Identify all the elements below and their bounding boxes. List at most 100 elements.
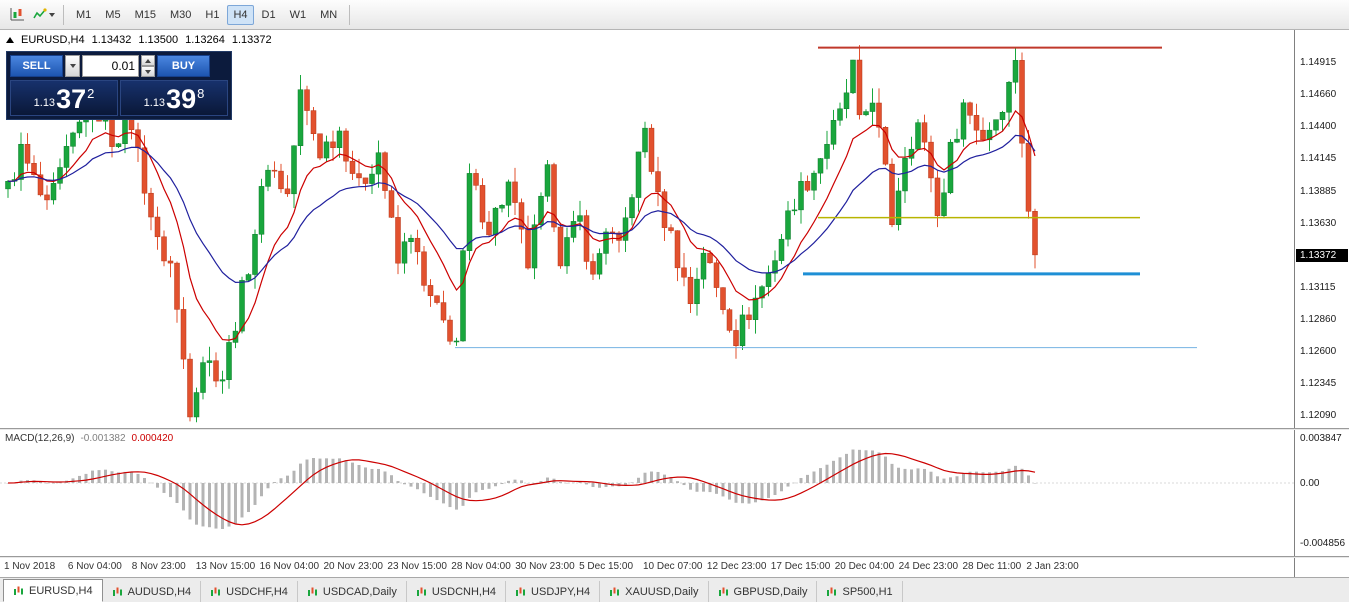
lot-options-caret[interactable] — [65, 55, 80, 77]
macd-axis-label: 0.00 — [1300, 478, 1320, 489]
price-axis-label: 1.14915 — [1300, 57, 1337, 68]
time-axis-label: 16 Nov 04:00 — [259, 561, 320, 572]
price-axis-label: 1.13885 — [1300, 185, 1337, 197]
price-chart-surface[interactable]: EURUSD,H4 1.13432 1.13500 1.13264 1.1337… — [0, 30, 1294, 428]
time-axis-label: 20 Nov 23:00 — [323, 561, 384, 572]
chart-splitter[interactable] — [0, 428, 1349, 430]
sell-price-pipette: 2 — [87, 86, 95, 101]
time-axis-label: 28 Dec 11:00 — [962, 561, 1022, 572]
chart-tab-usdcad[interactable]: USDCAD,Daily — [298, 581, 407, 602]
indicators-dropdown-button[interactable] — [31, 4, 57, 26]
timeframe-button-m30[interactable]: M30 — [169, 8, 192, 21]
tab-label: GBPUSD,Daily — [733, 585, 808, 598]
chart-tab-usdchf[interactable]: USDCHF,H4 — [201, 581, 298, 602]
chevron-down-icon — [49, 12, 55, 17]
toolbar: M1 M5 M15 M30 H1 H4 D1 W1 MN — [0, 0, 1349, 30]
time-axis-label: 28 Nov 04:00 — [451, 561, 511, 572]
sell-price-prefix: 1.13 — [33, 97, 56, 109]
lot-increment-button[interactable] — [141, 55, 155, 66]
price-axis-label: 1.12600 — [1300, 346, 1337, 358]
ohlc-close: 1.13372 — [231, 34, 272, 46]
timeframe-button-m15[interactable]: M15 — [134, 8, 156, 21]
chart-tab-usdcnh[interactable]: USDCNH,H4 — [407, 581, 507, 602]
chart-tab-eurusd[interactable]: EURUSD,H4 — [3, 579, 103, 602]
chart-type-button[interactable] — [4, 4, 30, 26]
tab-label: SP500,H1 — [842, 585, 893, 598]
tab-label: USDCNH,H4 — [431, 585, 497, 598]
time-axis[interactable]: 1 Nov 2018 6 Nov 04:00 8 Nov 23:00 13 Nov 1… — [0, 558, 1294, 577]
time-axis-label: 5 Dec 15:00 — [579, 561, 634, 572]
tab-label: XAUUSD,Daily — [625, 585, 699, 598]
lot-decrement-button[interactable] — [141, 66, 155, 77]
lot-size-input[interactable] — [82, 55, 139, 77]
macd-axis-label: 0.003847 — [1300, 433, 1342, 444]
mini-chart-icon — [718, 587, 728, 596]
macd-label: MACD(12,26,9) -0.001382 0.000420 — [5, 433, 173, 444]
time-axis-label: 13 Nov 15:00 — [195, 561, 256, 572]
chart-tab-audusd[interactable]: AUDUSD,H4 — [103, 581, 202, 602]
time-axis-label: 24 Dec 23:00 — [898, 561, 959, 572]
mini-chart-icon — [14, 586, 23, 595]
time-axis-label: 10 Dec 07:00 — [643, 561, 703, 572]
chevron-down-icon — [69, 64, 76, 68]
time-axis-label: 12 Dec 23:00 — [706, 561, 767, 572]
arrow-up-icon — [145, 58, 151, 63]
chart-tab-sp500[interactable]: SP500,H1 — [817, 581, 903, 602]
tab-label: USDJPY,H4 — [531, 585, 591, 598]
current-price-badge: 1.13372 — [1296, 248, 1348, 262]
ohlc-open: 1.13432 — [91, 34, 132, 46]
buy-price-prefix: 1.13 — [143, 97, 166, 109]
mini-chart-icon — [416, 587, 426, 596]
time-axis-label: 2 Jan 23:00 — [1026, 561, 1079, 572]
tab-label: EURUSD,H4 — [29, 584, 93, 597]
chart-tab-gbpusd[interactable]: GBPUSD,Daily — [709, 581, 818, 602]
time-axis-label: 20 Dec 04:00 — [834, 561, 895, 572]
time-axis-label: 30 Nov 23:00 — [515, 561, 575, 572]
buy-price-display[interactable]: 1.13 39 8 — [120, 80, 228, 116]
timeframe-button-d1[interactable]: D1 — [261, 8, 276, 21]
timeframe-button-m1[interactable]: M1 — [76, 8, 92, 21]
time-axis-label: 6 Nov 04:00 — [67, 561, 122, 572]
toolbar-separator — [63, 4, 64, 25]
mini-chart-icon — [112, 587, 122, 596]
timeframe-button-h1[interactable]: H1 — [205, 8, 220, 21]
sell-price-main: 37 — [56, 84, 87, 114]
candlestick-chart[interactable] — [0, 30, 1294, 428]
macd-name: MACD(12,26,9) — [5, 433, 75, 444]
timeframe-button-mn[interactable]: MN — [320, 8, 338, 21]
price-axis-label: 1.14400 — [1300, 121, 1337, 133]
symbol-marker-icon — [6, 37, 14, 43]
macd-chart — [0, 449, 1294, 529]
ohlc-high: 1.13500 — [138, 34, 179, 46]
chart-tab-xauusd[interactable]: XAUUSD,Daily — [600, 581, 709, 602]
macd-indicator-surface[interactable]: MACD(12,26,9) -0.001382 0.000420 — [0, 430, 1294, 556]
buy-button[interactable]: BUY — [157, 55, 210, 77]
price-axis-label: 1.14145 — [1300, 153, 1337, 165]
chart-tab-usdjpy[interactable]: USDJPY,H4 — [506, 581, 601, 602]
price-axis[interactable]: 1.13372 1.14915 1.14660 1.14400 1.14145 1.13… — [1294, 30, 1349, 577]
symbol-name: EURUSD,H4 — [21, 34, 85, 46]
sell-button[interactable]: SELL — [10, 55, 63, 77]
timeframe-button-m5[interactable]: M5 — [105, 8, 121, 21]
timeframe-bar: M1 M5 M15 M30 H1 H4 D1 W1 MN — [69, 4, 344, 25]
chart-tab-bar: EURUSD,H4 AUDUSD,H4 USDCHF,H4 USDCAD,Daily U… — [0, 577, 1349, 602]
timeframe-button-w1[interactable]: W1 — [289, 8, 307, 21]
time-axis-label: 8 Nov 23:00 — [131, 561, 186, 572]
buy-price-main: 39 — [166, 84, 197, 114]
mini-chart-icon — [516, 587, 526, 596]
bar-chart-icon — [10, 8, 24, 21]
symbol-header: EURUSD,H4 1.13432 1.13500 1.13264 1.1337… — [6, 34, 272, 46]
tab-label: AUDUSD,H4 — [127, 585, 192, 598]
price-axis-label: 1.12090 — [1300, 410, 1337, 422]
ohlc-low: 1.13264 — [185, 34, 225, 46]
price-axis-label: 1.13630 — [1300, 217, 1337, 229]
time-axis-label: 23 Nov 15:00 — [387, 561, 447, 572]
arrow-down-icon — [145, 69, 151, 74]
price-axis-label: 1.12345 — [1300, 378, 1337, 390]
lot-stepper — [141, 55, 155, 77]
mini-chart-icon — [307, 587, 317, 596]
macd-value: -0.001382 — [80, 433, 126, 444]
timeframe-button-h4[interactable]: H4 — [227, 4, 254, 25]
mini-chart-icon — [610, 587, 620, 596]
sell-price-display[interactable]: 1.13 37 2 — [10, 80, 118, 116]
